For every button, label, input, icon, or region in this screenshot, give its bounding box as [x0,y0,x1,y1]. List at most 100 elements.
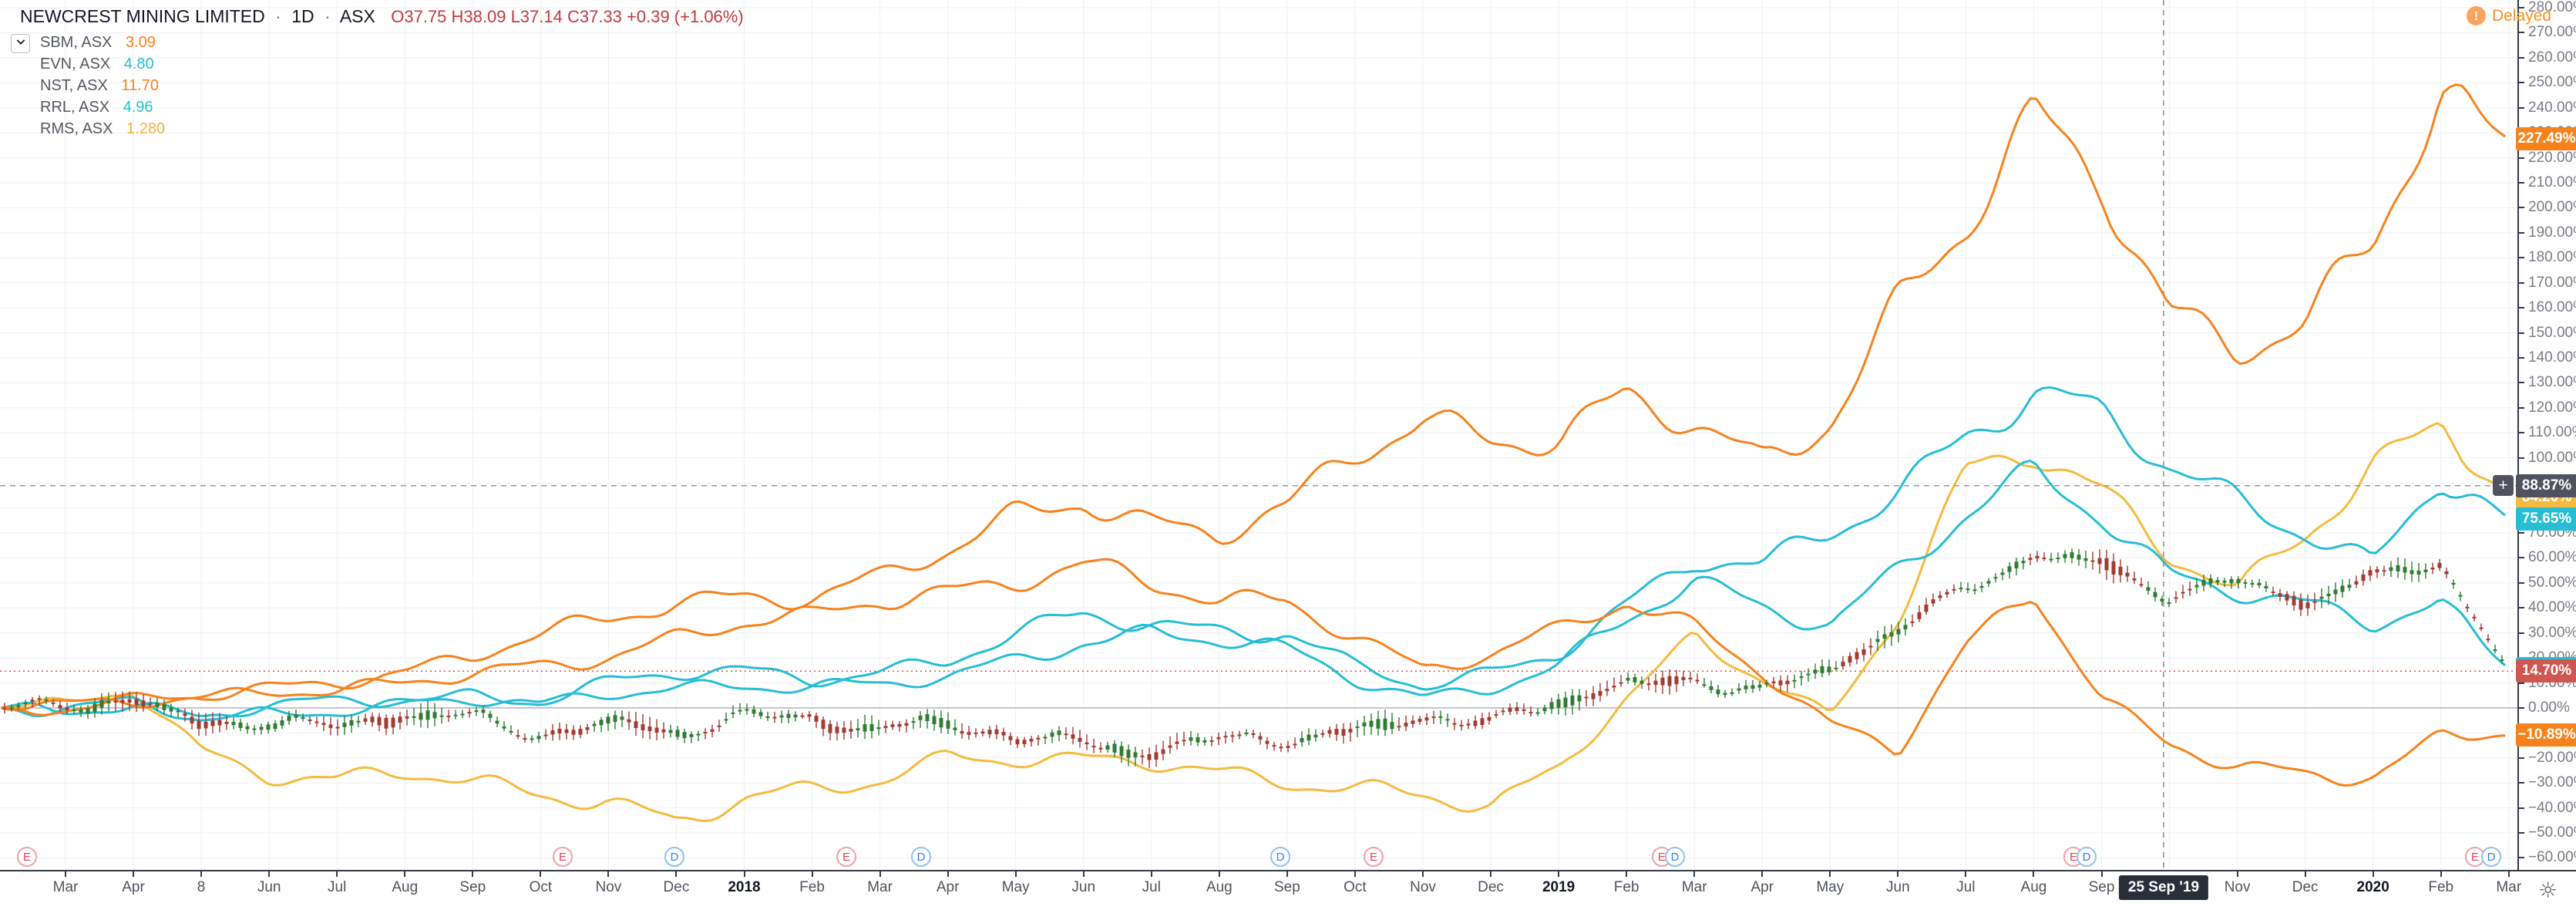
earnings-marker-icon[interactable]: E [1364,847,1384,867]
time-axis-label: Nov [595,879,622,895]
time-axis-label: Feb [1613,879,1639,895]
price-axis-tick [2519,382,2524,384]
earnings-marker-icon[interactable]: E [836,847,856,867]
series-line-nst[interactable] [1,83,2506,716]
time-axis-label: Jul [328,879,347,895]
price-axis-tick [2519,231,2524,234]
price-axis-tick [2519,356,2524,359]
price-axis-tick [2519,181,2524,184]
separator: · [275,6,281,26]
price-axis-label: 30.00% [2528,624,2576,641]
legend-symbol[interactable]: EVN, ASX [40,56,111,72]
legend-symbol[interactable]: NST, ASX [40,77,108,94]
symbol-title[interactable]: NEWCREST MINING LIMITED [20,6,265,26]
price-axis-label: 170.00% [2528,274,2576,291]
legend-symbol[interactable]: RMS, ASX [40,120,113,137]
time-axis-tick [1422,871,1424,877]
price-axis-label: 210.00% [2528,174,2576,190]
add-alert-plus-button[interactable]: + [2493,475,2514,497]
time-axis-tick [2372,871,2374,877]
price-axis-tick [2519,56,2524,59]
legend-symbol[interactable]: SBM, ASX [40,34,113,51]
time-axis-label: Jul [1956,879,1976,895]
time-axis-tick [2507,871,2510,877]
price-axis-tick [2519,807,2524,809]
legend-collapse-button[interactable] [11,34,30,53]
price-badge-sbm: −10.89% [2516,723,2576,747]
legend-symbol[interactable]: RRL, ASX [40,99,110,116]
earnings-marker-icon[interactable]: E [17,847,37,867]
earnings-marker-icon[interactable]: E [553,847,573,867]
time-axis-label: Aug [2020,879,2047,895]
time-axis-label: Apr [936,879,960,895]
price-axis-tick [2519,557,2524,559]
price-axis-label: 40.00% [2528,599,2576,616]
dividends-marker-icon[interactable]: D [2077,847,2097,867]
time-axis-label: Oct [529,879,553,895]
legend-item-evn[interactable]: EVN, ASX 4.80 [40,56,154,73]
price-badge-ncm: 14.70% [2516,659,2576,683]
time-axis-tick [1693,871,1696,877]
price-axis-tick [2519,682,2524,684]
time-axis-label: Dec [2292,879,2319,895]
legend-item-rms[interactable]: RMS, ASX 1.280 [40,120,165,138]
time-axis-label: Jul [1142,879,1161,895]
series-line-evn[interactable] [1,386,2506,718]
series-line-rms[interactable] [1,422,2507,822]
price-axis-label: 270.00% [2528,24,2576,41]
dividends-marker-icon[interactable]: D [664,847,684,867]
time-axis-label: Sep [1273,879,1300,895]
time-axis[interactable]: Mar Apr 8 Jun Jul Aug Sep Oct Nov Dec 2018 Feb Mar Ap… [0,870,2576,910]
symbol-header[interactable]: NEWCREST MINING LIMITED · 1D · ASX O37.7… [20,6,744,27]
time-axis-tick [1286,871,1288,877]
time-axis-tick [743,871,745,877]
dividends-marker-icon[interactable]: D [911,847,931,867]
price-axis-tick [2519,207,2524,209]
price-axis-tick [2519,432,2524,434]
price-axis-label: 160.00% [2528,299,2576,316]
time-axis-label: Mar [52,879,79,895]
time-axis-tick [1965,871,1967,877]
price-axis-tick [2519,406,2524,409]
price-axis-label: 120.00% [2528,399,2576,416]
price-axis-label: 130.00% [2528,374,2576,391]
dividends-marker-icon[interactable]: D [1270,847,1290,867]
price-axis-label: 240.00% [2528,99,2576,116]
dividends-marker-icon[interactable]: D [2481,847,2501,867]
legend-item-rrl[interactable]: RRL, ASX 4.96 [40,99,153,116]
exchange-label[interactable]: ASX [339,6,375,26]
series-candles-ncm[interactable] [2,548,2504,769]
price-axis-tick [2519,857,2524,859]
plot-area[interactable] [0,0,2517,870]
price-axis-label: −20.00% [2528,749,2576,766]
price-badge-nst: 227.49% [2516,127,2576,151]
time-axis-tick [1082,871,1085,877]
time-axis-tick [472,871,474,877]
time-axis-tick [540,871,542,877]
time-axis-label: Apr [1750,879,1774,895]
interval-label[interactable]: 1D [291,6,314,26]
price-axis-label: 200.00% [2528,199,2576,216]
legend-item-nst[interactable]: NST, ASX 11.70 [40,77,159,95]
delayed-badge[interactable]: ! Delayed [2467,6,2551,25]
price-axis-label: 60.00% [2528,549,2576,566]
time-axis-tick [404,871,406,877]
time-axis-tick [2033,871,2035,877]
series-line-sbm[interactable] [1,558,2506,787]
price-axis-tick [2519,457,2524,459]
price-axis[interactable]: 280.00%270.00%260.00%250.00%240.00%230.0… [2493,0,2576,870]
price-axis-tick [2519,82,2524,84]
time-axis-label: Aug [392,879,419,895]
time-axis-tick [1354,871,1356,877]
legend-item-sbm[interactable]: SBM, ASX 3.09 [40,34,156,52]
settings-gear-icon[interactable]: ☼ [2538,878,2558,903]
dividends-marker-icon[interactable]: D [1665,847,1685,867]
time-axis-tick [1897,871,1899,877]
price-axis-tick [2519,607,2524,609]
time-axis-tick [268,871,271,877]
legend-value: 11.70 [121,77,159,94]
time-axis-label: Nov [1410,879,1436,895]
time-axis-tick [947,871,949,877]
